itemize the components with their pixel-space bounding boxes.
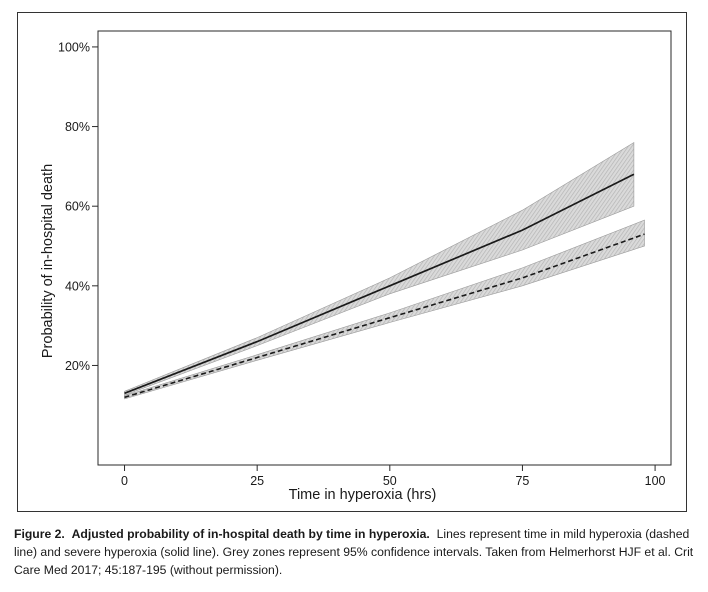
ci-band-dashed: [124, 219, 645, 400]
series-line-solid: [124, 173, 635, 395]
caption-label: Figure 2.: [14, 527, 65, 541]
x-tick-label: 25: [250, 474, 264, 488]
x-tick-label: 0: [121, 474, 128, 488]
y-tick-label: 80%: [65, 120, 90, 134]
y-tick-label: 40%: [65, 279, 90, 293]
axes: 0 25 50 75 100 20% 40% 60% 80% 100%: [58, 30, 672, 488]
x-axis-title: Time in hyperoxia (hrs): [289, 487, 437, 503]
caption-body: Lines represent time in mild hyperoxia (…: [14, 527, 694, 577]
y-axis-title: Probability of in-hospital death: [40, 164, 56, 358]
chart: 0 25 50 75 100 20% 40% 60% 80% 100% Time in hyper…: [40, 30, 672, 503]
ci-band-solid: [124, 141, 635, 396]
y-tick-label: 20%: [65, 359, 90, 373]
y-tick-label: 60%: [65, 200, 90, 214]
figure-caption: Figure 2. Adjusted probability of in-hos…: [14, 525, 704, 579]
plot-panel: [97, 30, 672, 466]
caption-title: Adjusted probability of in-hospital deat…: [71, 527, 430, 541]
series-line-dashed: [124, 233, 645, 399]
x-tick-label: 50: [383, 474, 397, 488]
chart-frame: 0 25 50 75 100 20% 40% 60% 80% 100% Time in hyper…: [17, 12, 687, 512]
x-tick-label: 75: [515, 474, 529, 488]
y-tick-label: 100%: [58, 40, 90, 54]
series-lines: [124, 173, 645, 399]
x-tick-label: 100: [645, 474, 666, 488]
confidence-bands: [124, 141, 645, 400]
